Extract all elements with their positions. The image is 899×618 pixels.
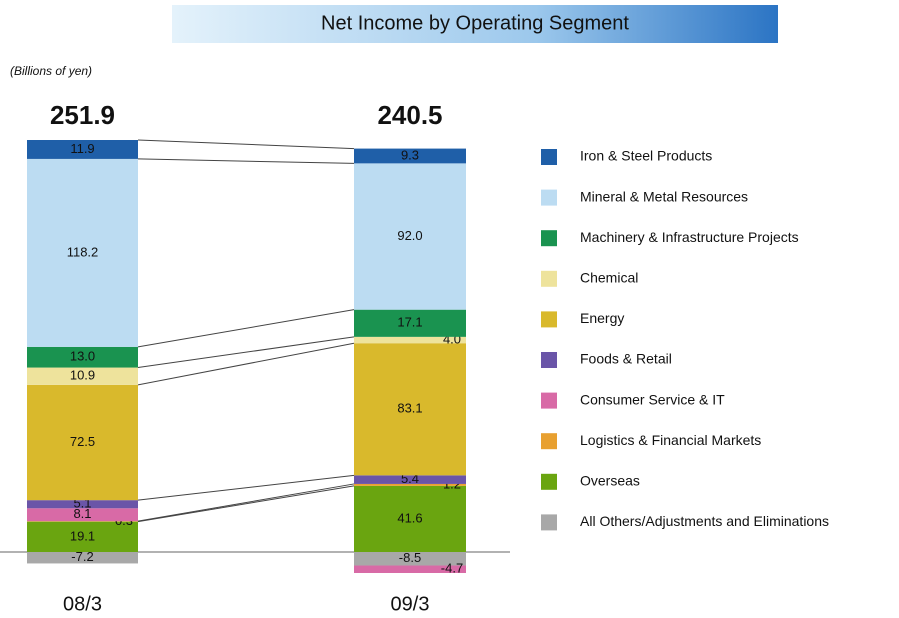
bar-segment: [27, 552, 138, 564]
legend-label: Overseas: [580, 473, 640, 489]
legend-label: Foods & Retail: [580, 351, 672, 367]
legend-swatch: [541, 311, 557, 328]
value-label: 19.1: [70, 528, 95, 543]
unit-label: (Billions of yen): [10, 64, 92, 78]
value-label: 41.6: [397, 510, 422, 525]
total-label: 251.9: [50, 100, 115, 130]
value-label: 72.5: [70, 434, 95, 449]
connector: [137, 474, 355, 501]
title-banner: [172, 5, 778, 43]
bar-segment: [354, 565, 466, 573]
connector: [137, 483, 355, 522]
value-label: 9.3: [401, 147, 419, 162]
legend-swatch: [541, 352, 557, 368]
x-tick-label: 09/3: [391, 593, 430, 615]
connector: [137, 336, 355, 369]
value-label: 92.0: [397, 228, 422, 243]
value-label: -4.7: [441, 561, 463, 576]
legend-label: Chemical: [580, 270, 638, 286]
bar-segment: [354, 475, 466, 484]
legend-swatch: [541, 270, 557, 287]
bar-segment: [354, 148, 466, 164]
bar-segment: [27, 140, 138, 159]
bar-segment: [27, 508, 138, 522]
bar-segment: [354, 336, 466, 344]
legend-label: Consumer Service & IT: [580, 391, 725, 407]
bar-segment: [354, 343, 466, 476]
value-label: -7.2: [71, 549, 93, 564]
value-label: 17.1: [397, 315, 422, 330]
bar-segment: [354, 552, 466, 566]
bar-segment: [354, 309, 466, 337]
value-label: 11.9: [70, 141, 94, 156]
bar-segment: [354, 163, 466, 310]
bar-segment: [27, 158, 138, 347]
value-label: 8.1: [73, 506, 91, 521]
legend-label: Logistics & Financial Markets: [580, 432, 761, 448]
legend-label: Iron & Steel Products: [580, 148, 712, 164]
legend-swatch: [541, 514, 557, 531]
bar-segment: [27, 346, 138, 368]
bar-segment: [27, 521, 138, 522]
connector: [137, 342, 355, 386]
value-label: -8.5: [399, 550, 421, 565]
chart-title: Net Income by Operating Segment: [321, 12, 629, 34]
value-label: 10.9: [70, 368, 95, 383]
legend-label: All Others/Adjustments and Eliminations: [580, 513, 829, 529]
legend-label: Energy: [580, 310, 624, 326]
legend-swatch: [541, 230, 557, 247]
bar-segment: [27, 367, 138, 385]
value-label: 118.2: [67, 244, 99, 259]
legend-swatch: [541, 149, 557, 165]
legend-swatch: [541, 473, 557, 490]
value-label: 13.0: [70, 349, 95, 364]
value-label: 83.1: [397, 401, 422, 416]
legend-label: Mineral & Metal Resources: [580, 188, 748, 204]
bar-segment: [27, 500, 138, 509]
legend-label: Machinery & Infrastructure Projects: [580, 229, 799, 245]
total-label: 240.5: [377, 100, 442, 130]
bar-segment: [27, 384, 138, 501]
legend-swatch: [541, 392, 557, 409]
connector: [137, 158, 355, 164]
bar-segment: [354, 483, 466, 486]
connector: [137, 139, 355, 150]
connector: [137, 485, 355, 523]
bar-segment: [27, 521, 138, 552]
legend-swatch: [541, 189, 557, 206]
connector: [137, 309, 355, 348]
legend-swatch: [541, 433, 557, 450]
bar-segment: [354, 485, 466, 552]
x-tick-label: 08/3: [63, 593, 102, 615]
